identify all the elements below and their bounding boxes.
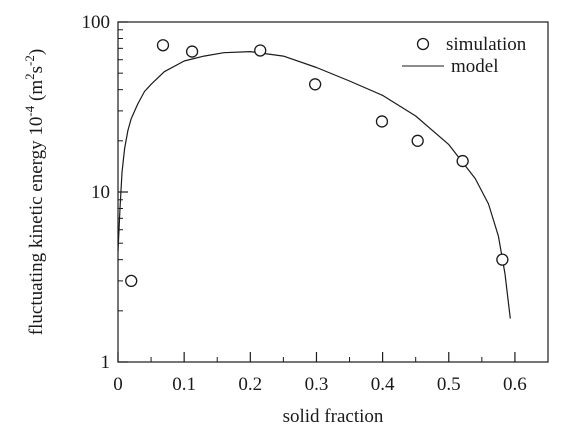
- legend-simulation-label: simulation: [446, 34, 527, 55]
- simulation-point: [456, 154, 469, 168]
- x-axis-ticks: 0 0.1 0.2 0.3 0.4 0.5 0.6: [113, 352, 549, 395]
- simulation-point: [185, 45, 199, 58]
- series-layer: [117, 39, 511, 319]
- simulation-point: [411, 134, 424, 147]
- simulation-point: [308, 78, 322, 91]
- legend-model-label: model: [451, 56, 499, 77]
- y-tick-label: 1: [101, 352, 111, 373]
- y-tick-label: 100: [82, 12, 111, 33]
- y-label-unit-close: ): [26, 49, 47, 55]
- x-tick-label: 0.6: [503, 374, 527, 395]
- y-label-prefix: fluctuating kinetic energy 10: [26, 117, 47, 336]
- y-axis-label: fluctuating kinetic energy 10-4 (m2s-2): [22, 49, 47, 335]
- legend-simulation-marker: [416, 37, 430, 51]
- legend: simulation model: [402, 34, 527, 77]
- model-curve: [117, 51, 511, 319]
- x-tick-label: 0.3: [305, 374, 329, 395]
- simulation-point: [125, 274, 138, 288]
- y-label-unit-mid: s: [26, 66, 47, 73]
- y-label-exponent: -4: [22, 105, 37, 116]
- x-tick-label: 0.4: [371, 374, 395, 395]
- simulation-point: [496, 253, 509, 266]
- y-label-unit-open: (m: [26, 80, 47, 106]
- simulation-point: [156, 39, 170, 52]
- y-tick-label: 10: [91, 182, 110, 203]
- simulation-point: [375, 115, 389, 128]
- x-tick-label: 0.1: [172, 374, 196, 395]
- y-label-unit-exp1: 2: [22, 73, 37, 80]
- x-axis-label: solid fraction: [283, 406, 384, 427]
- x-tick-label: 0: [113, 374, 123, 395]
- x-tick-label: 0.2: [238, 374, 262, 395]
- simulation-point: [254, 44, 267, 57]
- x-tick-label: 0.5: [437, 374, 461, 395]
- plot-area: 1 10 100 0 0.1 0.2 0.3 0.4 0.5 0.6: [82, 12, 549, 395]
- y-label-unit-exp2: -2: [22, 55, 37, 66]
